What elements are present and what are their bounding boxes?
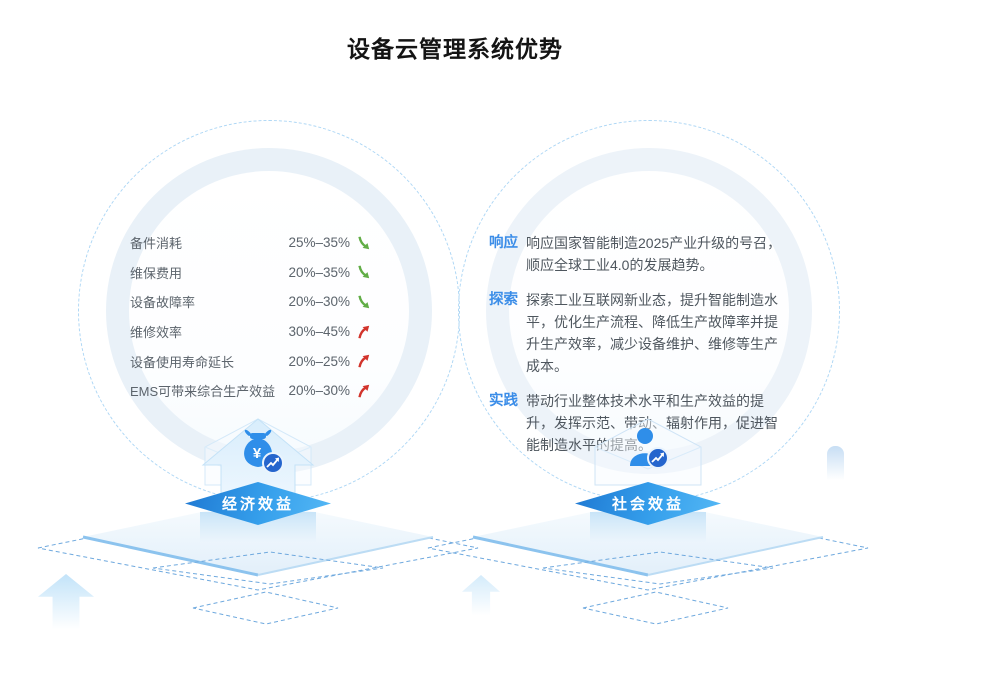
metric-value: 20%–25% [288,353,350,369]
trend-up-icon [356,325,370,339]
trend-up-icon [356,384,370,398]
metric-label: EMS可带来综合生产效益 [130,384,276,400]
metric-label: 设备使用寿命延长 [130,354,235,370]
social-banner-label: 社会效益 [611,496,684,513]
economic-inner-fill [129,171,409,451]
social-inner-circle [486,148,812,474]
person-chart-icon [630,428,669,469]
economic-metric-list: 备件消耗 25%–35% 维保费用 20%–35% 设备故障率 [130,228,370,406]
paragraph-text: 响应国家智能制造2025产业升级的号召，顺应全球工业4.0的发展趋势。 [526,235,782,273]
trend-down-icon [356,295,370,309]
trend-up-icon [356,354,370,368]
paragraph-label: 响应 [489,235,518,251]
page-title: 设备云管理系统优势 [347,36,563,62]
paragraph-block: 探索 探索工业互联网新业态，提升智能制造水平，优化生产流程、降低生产故障率并提升… [489,289,791,377]
metric-row: 维保费用 20%–35% [130,258,370,288]
metric-label: 设备故障率 [130,295,196,311]
social-paragraph-list: 响应 响应国家智能制造2025产业升级的号召，顺应全球工业4.0的发展趋势。 探… [489,232,791,469]
metric-value: 20%–35% [288,264,350,280]
paragraph-label: 实践 [489,393,518,409]
money-bag-icon: ¥ [244,429,284,474]
paragraph-block: 响应 响应国家智能制造2025产业升级的号召，顺应全球工业4.0的发展趋势。 [489,232,791,276]
metric-row: 设备使用寿命延长 20%–25% [130,346,370,376]
decor-pillar-right [827,446,844,482]
paragraph-label: 探索 [489,292,518,308]
trend-down-icon [356,265,370,279]
metric-row: 维修效率 30%–45% [130,317,370,347]
economic-banner-label: 经济效益 [221,496,294,513]
paragraph-block: 实践 带动行业整体技术水平和生产效益的提升，发挥示范、带动、辐射作用，促进智能制… [489,390,791,456]
paragraph-text: 带动行业整体技术水平和生产效益的提升，发挥示范、带动、辐射作用，促进智能制造水平… [526,393,778,453]
metric-label: 维保费用 [130,265,183,281]
economic-inner-circle [106,148,432,474]
social-inner-fill [509,171,789,451]
metric-row: 设备故障率 20%–30% [130,287,370,317]
metric-label: 维修效率 [130,325,183,341]
paragraph-text: 探索工业互联网新业态，提升智能制造水平，优化生产流程、降低生产故障率并提升生产效… [526,292,778,374]
metric-value: 30%–45% [288,324,350,340]
metric-row: 备件消耗 25%–35% [130,228,370,258]
metric-label: 备件消耗 [130,236,183,252]
metric-value: 20%–30% [288,294,350,310]
svg-text:¥: ¥ [253,445,262,462]
metric-value: 20%–30% [288,383,350,399]
metric-row: EMS可带来综合生产效益 20%–30% [130,376,370,406]
metric-value: 25%–35% [288,235,350,251]
trend-down-icon [356,236,370,250]
